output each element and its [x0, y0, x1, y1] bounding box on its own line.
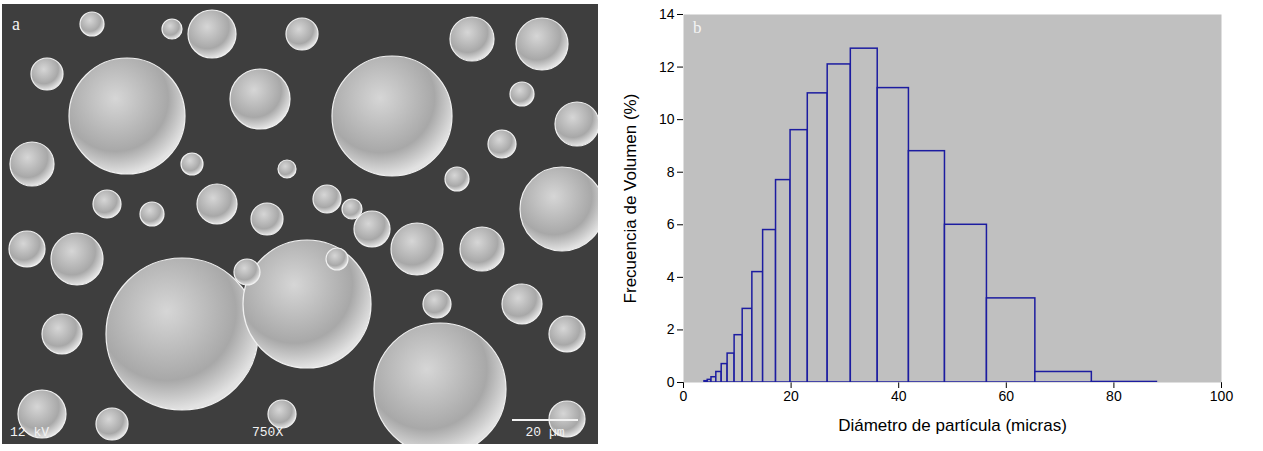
svg-text:6: 6	[667, 216, 675, 232]
svg-text:80: 80	[1106, 388, 1122, 404]
svg-text:a: a	[12, 14, 20, 34]
svg-text:20 µm: 20 µm	[525, 425, 564, 440]
svg-text:750X: 750X	[252, 425, 283, 440]
svg-text:0: 0	[680, 388, 688, 404]
html-text:b: b	[693, 18, 702, 37]
svg-text:10: 10	[659, 111, 675, 127]
svg-text:20: 20	[783, 388, 799, 404]
svg-text:0: 0	[667, 374, 675, 390]
svg-text:12 kV: 12 kV	[10, 425, 49, 440]
svg-text:60: 60	[999, 388, 1015, 404]
svg-text:Frecuencia de Volumen (%): Frecuencia de Volumen (%)	[621, 94, 640, 304]
svg-text:14: 14	[659, 6, 675, 22]
svg-text:2: 2	[667, 321, 675, 337]
svg-text:8: 8	[667, 164, 675, 180]
svg-text:40: 40	[891, 388, 907, 404]
svg-text:4: 4	[667, 269, 675, 285]
svg-text:100: 100	[1210, 388, 1234, 404]
svg-text:Diámetro de partícula (micras): Diámetro de partícula (micras)	[838, 416, 1067, 435]
svg-text:12: 12	[659, 59, 675, 75]
